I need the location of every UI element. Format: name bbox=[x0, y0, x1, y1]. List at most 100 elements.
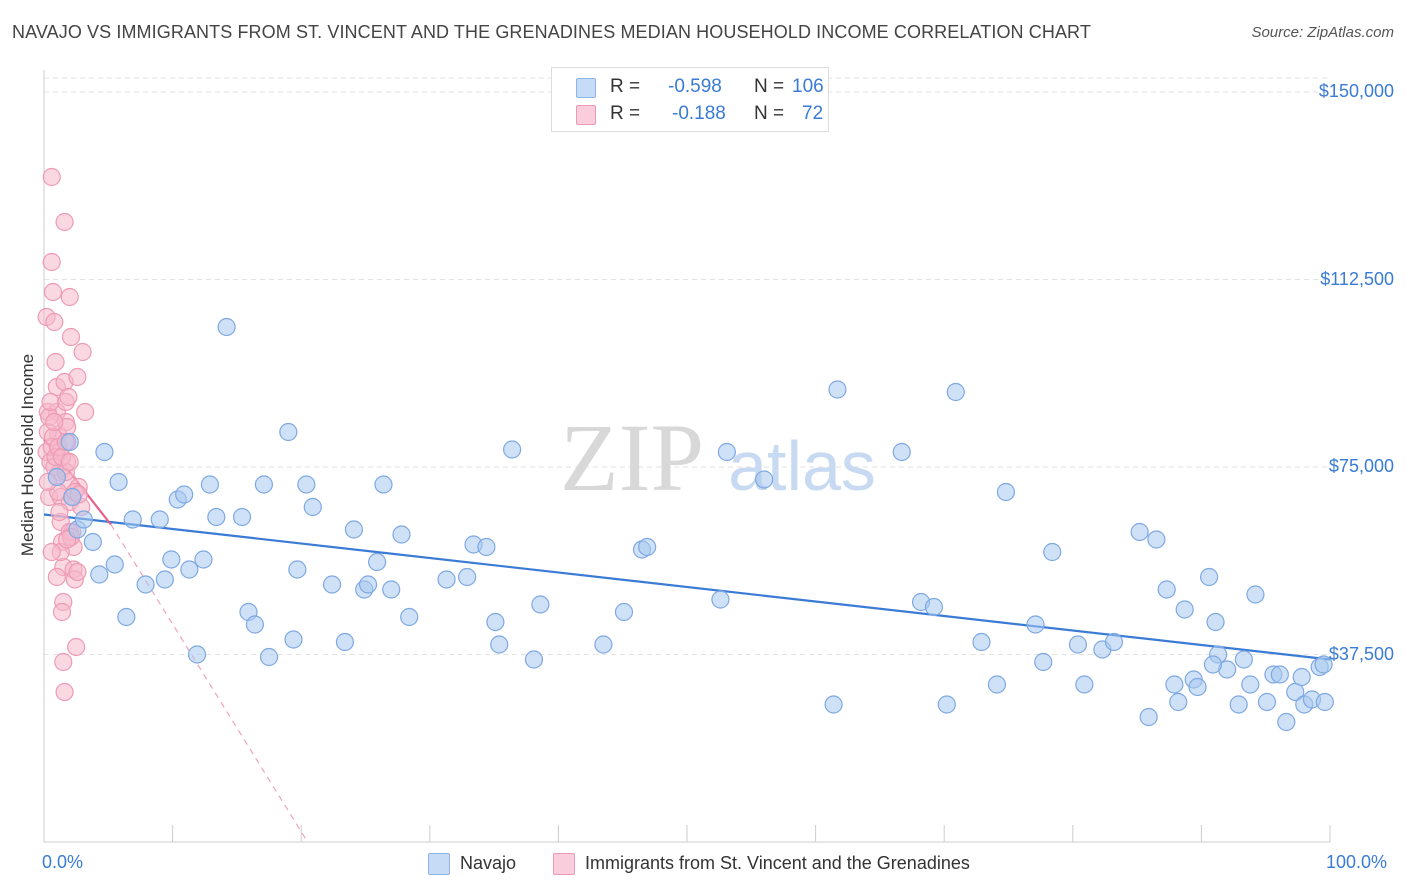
point-navajo bbox=[937, 695, 956, 714]
point-navajo bbox=[1026, 615, 1045, 634]
grid-lines bbox=[44, 77, 1330, 655]
y-tick-label: $150,000 bbox=[1318, 81, 1394, 101]
point-navajo bbox=[259, 647, 279, 667]
point-navajo bbox=[374, 475, 393, 494]
point-immigrants bbox=[42, 252, 61, 272]
axes bbox=[43, 70, 1331, 843]
point-immigrants bbox=[54, 652, 73, 672]
point-navajo bbox=[344, 520, 364, 539]
point-navajo bbox=[95, 442, 114, 462]
chart-title: NAVAJO VS IMMIGRANTS FROM ST. VINCENT AN… bbox=[12, 22, 1091, 42]
point-navajo bbox=[824, 695, 843, 714]
point-navajo bbox=[245, 615, 265, 634]
point-immigrants bbox=[55, 212, 74, 232]
legend-r-value-navajo: -0.598 bbox=[668, 76, 722, 97]
point-navajo bbox=[892, 442, 911, 462]
point-navajo bbox=[1229, 695, 1248, 714]
point-immigrants bbox=[42, 542, 61, 562]
bottom-legend-label-navajo: Navajo bbox=[460, 853, 517, 873]
point-navajo bbox=[1157, 580, 1176, 599]
point-navajo bbox=[1147, 530, 1166, 549]
legend-r-label: R = bbox=[610, 103, 641, 124]
point-navajo bbox=[457, 567, 477, 587]
point-navajo bbox=[1234, 650, 1253, 669]
legend-r-label: R = bbox=[610, 76, 641, 97]
point-navajo bbox=[279, 422, 298, 442]
point-navajo bbox=[1175, 600, 1194, 619]
point-navajo bbox=[175, 485, 194, 504]
point-immigrants bbox=[41, 392, 60, 412]
point-navajo bbox=[400, 607, 419, 627]
point-navajo bbox=[755, 470, 774, 489]
point-immigrants bbox=[68, 367, 87, 387]
point-immigrants bbox=[46, 352, 65, 372]
point-navajo bbox=[358, 575, 378, 594]
point-navajo bbox=[117, 607, 136, 627]
point-navajo bbox=[1203, 655, 1223, 674]
point-navajo bbox=[924, 597, 944, 617]
point-immigrants bbox=[43, 282, 63, 302]
point-navajo bbox=[1314, 655, 1333, 674]
y-axis-title: Median Household Income bbox=[18, 353, 37, 557]
point-navajo bbox=[1241, 675, 1260, 694]
point-navajo bbox=[284, 630, 303, 649]
point-navajo bbox=[524, 650, 544, 669]
point-navajo bbox=[60, 432, 79, 452]
point-immigrants bbox=[52, 602, 72, 622]
point-navajo bbox=[1068, 635, 1088, 654]
point-navajo bbox=[946, 382, 965, 402]
point-navajo bbox=[531, 595, 550, 614]
point-navajo bbox=[987, 675, 1007, 694]
point-navajo bbox=[614, 602, 634, 622]
point-immigrants bbox=[76, 402, 95, 422]
point-navajo bbox=[1286, 682, 1305, 702]
point-navajo bbox=[382, 580, 401, 599]
y-tick-label: $75,000 bbox=[1328, 456, 1394, 476]
points-navajo bbox=[47, 317, 1334, 732]
point-navajo bbox=[1130, 522, 1149, 542]
point-navajo bbox=[392, 525, 411, 544]
legend-n-value-immigrants: 72 bbox=[802, 103, 824, 124]
point-navajo bbox=[711, 590, 730, 609]
point-navajo bbox=[638, 537, 657, 557]
point-navajo bbox=[996, 482, 1016, 502]
bottom-legend-label-immigrants: Immigrants from St. Vincent and the Gren… bbox=[585, 853, 970, 873]
bottom-legend-swatch-immigrants bbox=[553, 853, 575, 875]
point-navajo bbox=[367, 552, 387, 572]
point-navajo bbox=[1200, 567, 1219, 587]
point-navajo bbox=[109, 472, 128, 492]
point-navajo bbox=[90, 565, 109, 584]
point-navajo bbox=[322, 575, 342, 594]
point-navajo bbox=[194, 550, 213, 569]
point-immigrants bbox=[42, 167, 61, 187]
point-navajo bbox=[1206, 612, 1225, 632]
point-navajo bbox=[1034, 652, 1053, 672]
point-navajo bbox=[437, 570, 456, 589]
point-navajo bbox=[74, 510, 93, 529]
point-navajo bbox=[335, 632, 355, 652]
watermark-atlas: atlas bbox=[728, 427, 876, 505]
point-immigrants bbox=[50, 502, 69, 522]
point-navajo bbox=[288, 560, 307, 579]
watermark: ZIP atlas bbox=[560, 404, 876, 511]
point-immigrants bbox=[59, 387, 78, 407]
point-navajo bbox=[1292, 667, 1311, 687]
point-navajo bbox=[187, 645, 207, 664]
point-navajo bbox=[155, 570, 174, 589]
x-tick-label-min: 0.0% bbox=[42, 852, 84, 872]
point-navajo bbox=[594, 635, 613, 654]
point-navajo bbox=[1043, 542, 1062, 562]
y-tick-label: $37,500 bbox=[1328, 643, 1394, 664]
legend-n-label: N = bbox=[754, 103, 785, 124]
watermark-zip: ZIP bbox=[560, 404, 704, 511]
point-navajo bbox=[47, 467, 66, 487]
point-navajo bbox=[136, 575, 155, 594]
point-immigrants bbox=[60, 287, 79, 307]
point-navajo bbox=[200, 475, 219, 494]
point-navajo bbox=[207, 507, 226, 527]
point-navajo bbox=[503, 440, 522, 459]
point-navajo bbox=[1270, 665, 1289, 684]
legend-swatch-immigrants bbox=[576, 105, 596, 125]
point-navajo bbox=[1104, 632, 1124, 652]
